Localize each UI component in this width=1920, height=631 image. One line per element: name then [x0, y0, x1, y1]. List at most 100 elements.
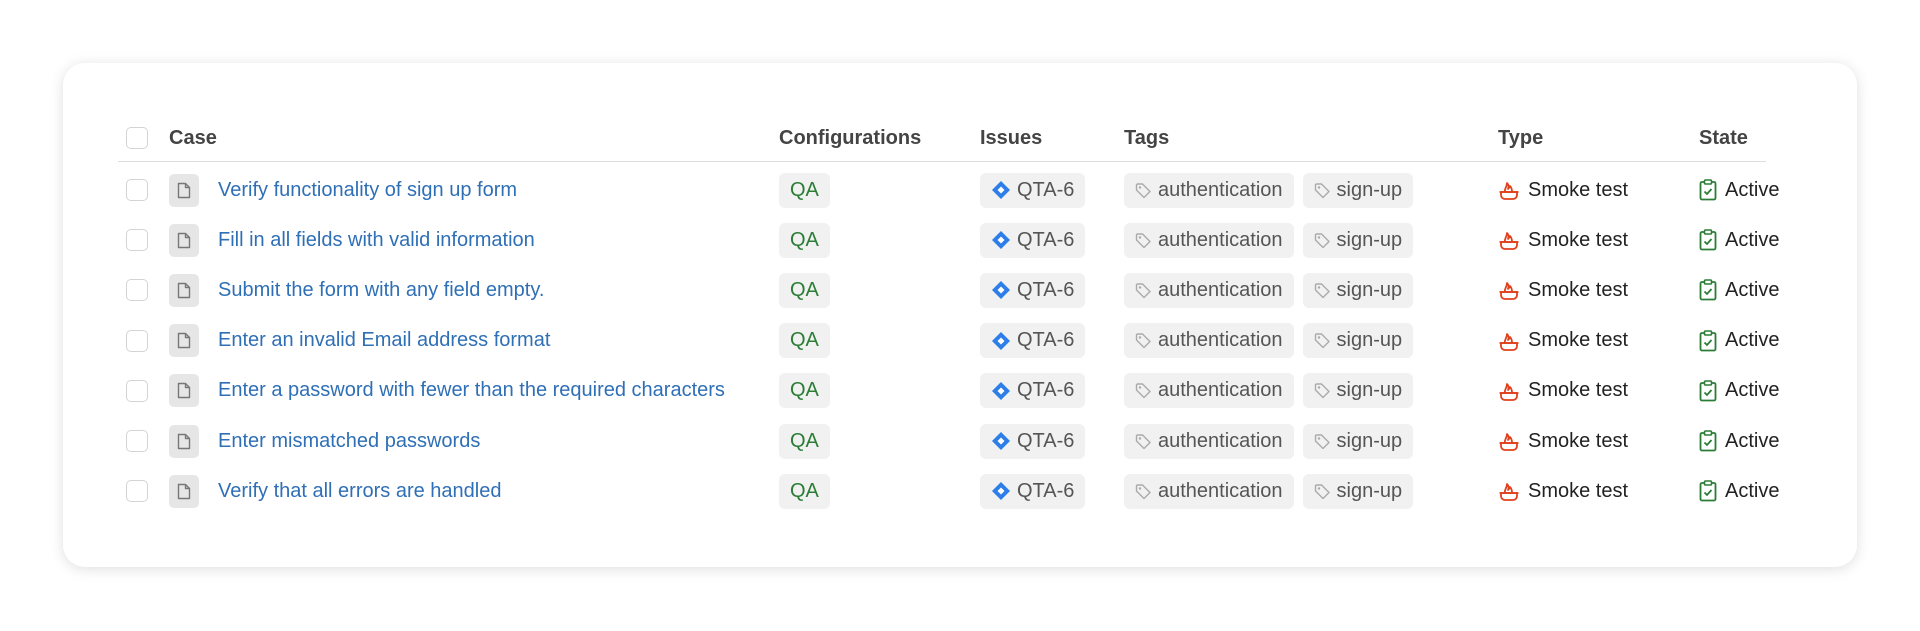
state-label: Active [1725, 178, 1780, 201]
tag-icon [1314, 383, 1330, 399]
tags-list: authentication sign-up [1124, 416, 1414, 466]
row-checkbox[interactable] [126, 279, 148, 302]
tag-badge[interactable]: sign-up [1302, 222, 1414, 258]
tag-label: sign-up [1336, 278, 1403, 301]
tag-badge[interactable]: authentication [1124, 272, 1294, 308]
case-link[interactable]: Verify that all errors are handled [218, 479, 502, 502]
document-icon [169, 223, 199, 257]
tag-badge[interactable]: sign-up [1302, 172, 1414, 208]
smoke-test-icon [1499, 282, 1519, 301]
state-label: Active [1725, 379, 1780, 402]
tag-badge[interactable]: authentication [1124, 323, 1294, 359]
type-label: Smoke test [1528, 228, 1629, 251]
configuration-badge: QA [779, 323, 830, 359]
table-header: Case Configurations Issues Tags Type Sta… [63, 113, 1857, 163]
issue-badge[interactable]: QTA-6 [980, 423, 1086, 459]
issue-badge[interactable]: QTA-6 [980, 473, 1086, 509]
smoke-test-icon [1499, 382, 1519, 401]
tags-list: authentication sign-up [1124, 265, 1414, 315]
tag-label: sign-up [1336, 429, 1403, 452]
row-checkbox[interactable] [126, 179, 148, 201]
header-issues[interactable]: Issues [980, 126, 1043, 149]
tag-icon [1314, 333, 1330, 349]
jira-diamond-icon [992, 181, 1010, 199]
state-label: Active [1725, 228, 1780, 251]
state-label: Active [1725, 429, 1780, 452]
header-divider [118, 161, 1766, 162]
case-link[interactable]: Enter an invalid Email address format [218, 329, 551, 352]
issue-badge[interactable]: QTA-6 [980, 222, 1086, 258]
tag-icon [1314, 283, 1330, 299]
case-link[interactable]: Enter mismatched passwords [218, 429, 481, 452]
row-checkbox[interactable] [126, 480, 148, 503]
tag-badge[interactable]: sign-up [1302, 423, 1414, 459]
tag-badge[interactable]: sign-up [1302, 373, 1414, 409]
tag-icon [1314, 232, 1330, 248]
table-row: Verify that all errors are handled QA QT… [63, 466, 1857, 516]
configuration-badge: QA [779, 373, 830, 409]
row-checkbox[interactable] [126, 430, 148, 452]
tag-badge[interactable]: authentication [1124, 423, 1294, 459]
tag-label: sign-up [1336, 479, 1403, 502]
tag-icon [1135, 283, 1151, 299]
case-link[interactable]: Enter a password with fewer than the req… [218, 379, 725, 402]
type-label: Smoke test [1528, 329, 1629, 352]
configuration-badge: QA [779, 423, 830, 459]
header-type[interactable]: Type [1498, 126, 1544, 149]
jira-diamond-icon [992, 381, 1010, 400]
issue-key: QTA-6 [1017, 178, 1075, 201]
issue-badge[interactable]: QTA-6 [980, 373, 1086, 409]
tag-badge[interactable]: authentication [1124, 473, 1294, 509]
tag-badge[interactable]: sign-up [1302, 473, 1414, 509]
smoke-test-icon [1499, 182, 1519, 200]
table-row: Fill in all fields with valid informatio… [63, 215, 1857, 265]
header-case[interactable]: Case [169, 126, 217, 149]
header-tags[interactable]: Tags [1124, 126, 1170, 149]
tag-badge[interactable]: authentication [1124, 222, 1294, 258]
state-label: Active [1725, 479, 1780, 502]
document-icon [169, 324, 199, 358]
tags-list: authentication sign-up [1124, 316, 1414, 366]
state-label: Active [1725, 278, 1780, 301]
tag-label: authentication [1158, 278, 1283, 301]
row-checkbox[interactable] [126, 329, 148, 352]
tag-badge[interactable]: authentication [1124, 172, 1294, 208]
row-checkbox[interactable] [126, 229, 148, 252]
smoke-test-icon [1499, 232, 1519, 251]
tag-badge[interactable]: sign-up [1302, 323, 1414, 359]
type-label: Smoke test [1528, 178, 1629, 201]
type-label: Smoke test [1528, 429, 1629, 452]
smoke-test-icon [1499, 483, 1519, 502]
case-link[interactable]: Submit the form with any field empty. [218, 278, 545, 301]
clipboard-check-icon [1699, 179, 1717, 201]
configuration-badge: QA [779, 172, 830, 208]
issue-key: QTA-6 [1017, 429, 1075, 452]
tag-badge[interactable]: sign-up [1302, 272, 1414, 308]
state-label: Active [1725, 329, 1780, 352]
jira-diamond-icon [992, 482, 1010, 501]
configuration-badge: QA [779, 272, 830, 308]
header-configurations[interactable]: Configurations [779, 126, 922, 149]
case-link[interactable]: Verify functionality of sign up form [218, 178, 518, 201]
clipboard-check-icon [1699, 430, 1717, 452]
document-icon [169, 173, 199, 207]
clipboard-check-icon [1699, 229, 1717, 251]
issue-badge[interactable]: QTA-6 [980, 272, 1086, 308]
tags-list: authentication sign-up [1124, 215, 1414, 265]
issue-key: QTA-6 [1017, 479, 1075, 502]
case-link[interactable]: Fill in all fields with valid informatio… [218, 228, 535, 251]
jira-diamond-icon [992, 281, 1010, 300]
tag-icon [1135, 182, 1151, 198]
issue-badge[interactable]: QTA-6 [980, 323, 1086, 359]
issue-key: QTA-6 [1017, 329, 1075, 352]
issue-key: QTA-6 [1017, 278, 1075, 301]
row-checkbox[interactable] [126, 379, 148, 402]
tag-icon [1135, 483, 1151, 499]
issue-badge[interactable]: QTA-6 [980, 172, 1086, 208]
issue-key: QTA-6 [1017, 228, 1075, 251]
header-state[interactable]: State [1699, 126, 1748, 149]
tag-badge[interactable]: authentication [1124, 373, 1294, 409]
select-all-checkbox[interactable] [126, 127, 148, 149]
jira-diamond-icon [992, 231, 1010, 250]
tag-icon [1314, 182, 1330, 198]
